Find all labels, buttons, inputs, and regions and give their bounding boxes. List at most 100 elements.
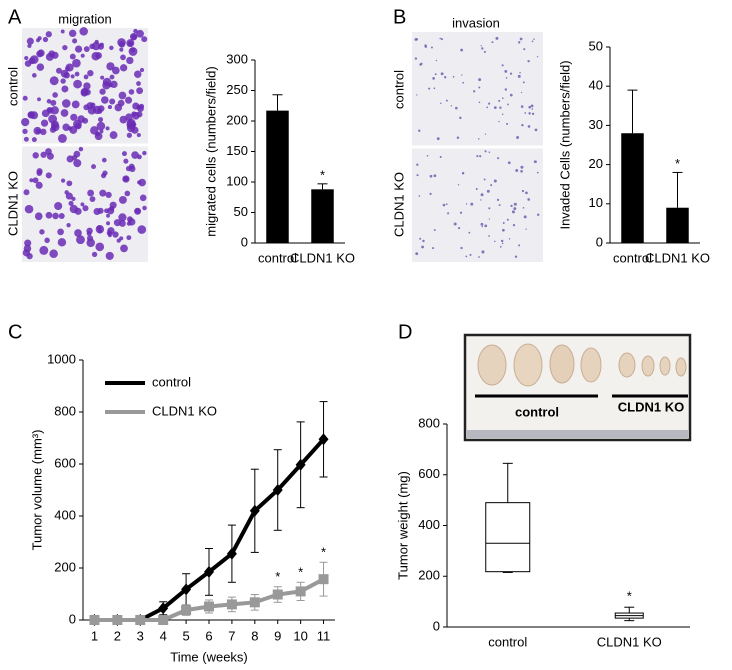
image-row-label: control (5, 67, 20, 106)
cell (27, 111, 34, 118)
x-tick-label: 6 (205, 628, 212, 643)
y-tick-label: 0 (596, 234, 603, 249)
cell (23, 136, 29, 142)
y-tick-label: 150 (226, 143, 248, 158)
x-tick-label: control (258, 250, 297, 265)
cell (32, 177, 39, 184)
y-tick-label: 800 (418, 415, 440, 430)
x-tick-label: CLDN1 KO (645, 250, 710, 265)
cell (72, 58, 81, 68)
tumor (513, 343, 543, 387)
cell (109, 131, 118, 140)
cell (35, 181, 43, 189)
cell (445, 99, 448, 102)
cell (495, 36, 499, 40)
marker (158, 602, 169, 615)
cell (519, 37, 523, 41)
cell (89, 43, 95, 50)
cell (80, 53, 85, 58)
cell (430, 46, 433, 49)
significance: * (321, 545, 326, 560)
marker (272, 589, 283, 600)
cell (473, 90, 476, 93)
cell (41, 109, 50, 118)
cell (458, 226, 461, 230)
cell (504, 69, 508, 73)
cell (125, 96, 133, 104)
marker (249, 504, 260, 517)
cell (97, 207, 104, 214)
x-tick-label: 2 (114, 628, 121, 643)
cell (142, 205, 147, 211)
cell (36, 50, 44, 58)
cell (138, 103, 145, 110)
cell (468, 231, 471, 234)
cell (33, 126, 42, 135)
cell (60, 178, 66, 183)
marker (112, 615, 123, 625)
cell (127, 40, 133, 47)
cell (440, 72, 444, 76)
cell (107, 207, 115, 215)
marker (295, 586, 306, 597)
cell (86, 231, 92, 237)
cell (502, 97, 504, 99)
cell (506, 218, 509, 221)
cell (136, 87, 144, 95)
marker (226, 547, 237, 560)
image-title: invasion (452, 15, 500, 30)
cell (536, 56, 539, 58)
cell (436, 137, 440, 141)
y-tick-label: 100 (226, 173, 248, 188)
cell (69, 126, 78, 134)
y-tick-label: 400 (418, 517, 440, 532)
cell (488, 151, 491, 153)
cell (481, 47, 484, 50)
cell (22, 249, 30, 257)
cell (60, 78, 66, 84)
cell (100, 173, 107, 179)
cell (109, 98, 116, 105)
cell (68, 200, 74, 207)
cell (523, 215, 527, 219)
cell (121, 151, 127, 157)
cell (129, 165, 136, 173)
cell (480, 199, 482, 201)
significance: * (675, 156, 680, 171)
cell (484, 224, 488, 228)
cell (414, 57, 418, 60)
cell (106, 221, 111, 226)
image-row-label: CLDN1 KO (5, 171, 20, 236)
cell (517, 74, 521, 78)
cell (37, 36, 42, 41)
cell (475, 187, 478, 190)
cell (120, 54, 126, 61)
cell (507, 161, 511, 165)
cell (462, 81, 465, 84)
cell (128, 218, 136, 226)
cell (29, 178, 34, 183)
cell (118, 91, 127, 100)
cell (476, 155, 479, 158)
bar (266, 110, 289, 243)
cell (528, 112, 531, 115)
cell (95, 242, 105, 252)
y-tick-label: 1000 (47, 351, 76, 366)
cell (470, 202, 474, 206)
tumor (659, 356, 671, 376)
cell (112, 231, 119, 238)
x-tick-label: 7 (228, 628, 235, 643)
cell (497, 157, 500, 160)
cell (42, 36, 49, 43)
cell (453, 222, 457, 226)
cell (524, 112, 527, 114)
x-tick-label: 3 (137, 628, 144, 643)
cell (469, 253, 472, 256)
tumor (477, 344, 507, 386)
cell (496, 198, 500, 201)
cell (504, 88, 508, 91)
y-tick-label: 20 (589, 156, 603, 171)
cell (488, 102, 491, 105)
cell (62, 99, 71, 108)
cell (433, 87, 436, 90)
